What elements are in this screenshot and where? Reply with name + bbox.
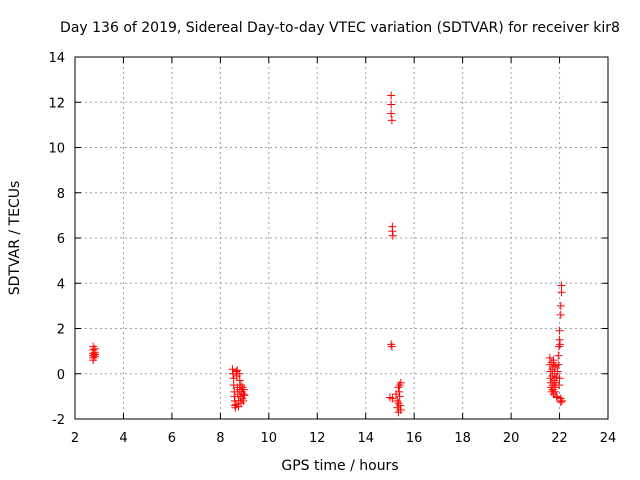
y-tick-label: 14 [48,51,65,66]
data-point [396,405,405,414]
x-tick-label: 6 [168,431,176,446]
data-point [387,91,396,100]
data-point [557,396,566,405]
data-point [556,301,565,310]
data-point [555,326,564,335]
data-point [553,367,562,376]
x-tick-label: 24 [600,431,617,446]
data-point [90,352,99,361]
data-point [551,387,560,396]
x-tick-label: 4 [119,431,127,446]
data-point [89,356,98,365]
x-tick-label: 18 [454,431,471,446]
data-point [388,394,397,403]
data-point [556,398,565,407]
data-point [387,109,396,118]
x-tick-label: 2 [71,431,79,446]
y-tick-label: 2 [57,323,65,338]
data-point [235,369,244,378]
y-tick-label: 12 [48,96,65,111]
data-point [555,381,564,390]
data-point [554,351,563,360]
data-point [233,366,242,375]
y-tick-label: 4 [57,277,65,292]
data-point [239,390,248,399]
data-point [388,231,397,240]
x-tick-label: 22 [551,431,568,446]
x-axis-label: GPS time / hours [281,458,398,474]
data-point [387,100,396,109]
chart-title: Day 136 of 2019, Sidereal Day-to-day VTE… [60,20,620,36]
data-point [396,401,405,410]
data-point [235,376,244,385]
y-tick-label: 8 [57,187,65,202]
data-point [240,391,249,400]
y-axis-label: SDTVAR / TECUs [7,181,23,296]
y-tick-label: 0 [57,368,65,383]
data-point [557,281,566,290]
x-tick-label: 8 [216,431,224,446]
x-tick-label: 10 [261,431,278,446]
x-tick-label: 12 [309,431,326,446]
data-point [394,383,403,392]
data-points [89,91,566,417]
y-tick-label: -2 [52,413,65,428]
data-point [557,288,566,297]
data-point [396,378,405,387]
data-point [549,356,558,365]
x-tick-label: 16 [406,431,423,446]
data-point [555,374,564,383]
x-tick-label: 20 [503,431,520,446]
data-point [395,392,404,401]
grid-lines [75,57,608,419]
data-point [550,362,559,371]
data-point [553,393,562,402]
data-point [554,360,563,369]
y-tick-label: 6 [57,232,65,247]
data-point [556,310,565,319]
data-point [239,396,248,405]
data-point [556,340,565,349]
data-point [387,116,396,125]
data-point [387,342,396,351]
y-tick-label: 10 [48,142,65,157]
x-tick-label: 14 [357,431,374,446]
